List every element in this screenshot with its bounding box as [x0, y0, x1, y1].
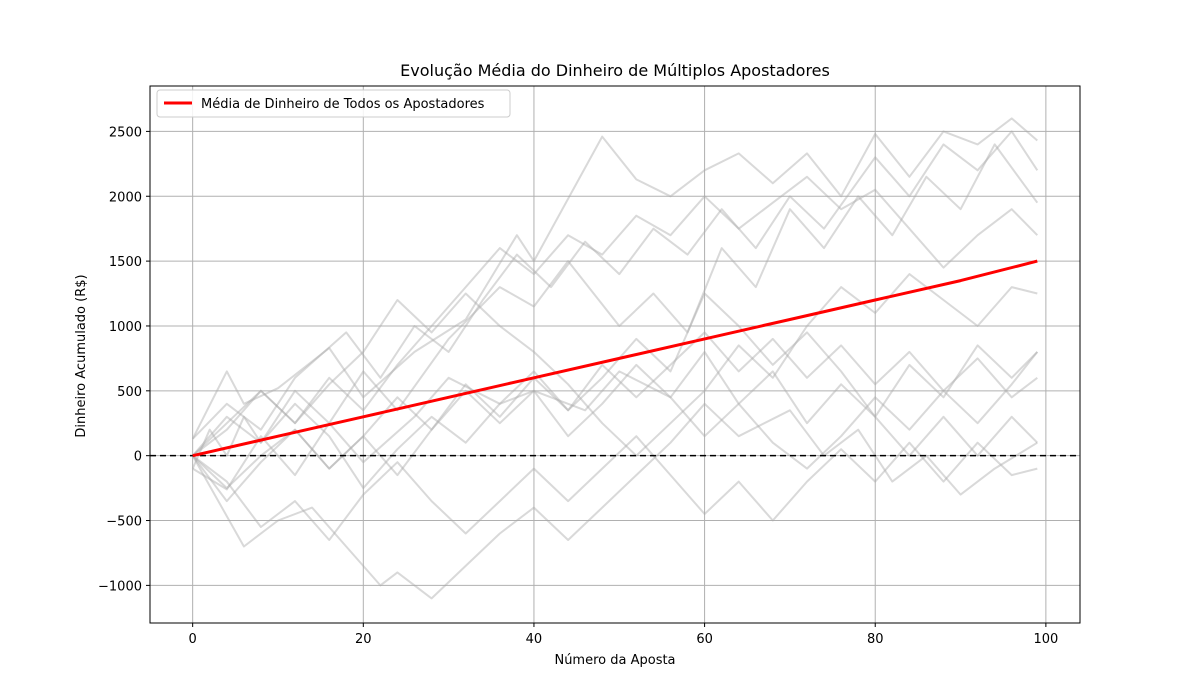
y-tick-label: 0: [134, 450, 142, 465]
x-tick-label: 20: [355, 632, 372, 647]
individual-bettor-line: [191, 117, 1038, 440]
x-tick-label: 100: [1033, 632, 1058, 647]
y-tick-label: −1000: [98, 579, 142, 594]
y-tick-label: 500: [117, 385, 142, 400]
y-tick-label: −500: [106, 515, 142, 530]
y-tick-label: 2500: [109, 125, 142, 140]
x-tick-label: 60: [696, 632, 713, 647]
individual-bettor-line: [192, 331, 1038, 490]
individual-bettor-line: [192, 344, 1039, 491]
legend-box: [156, 89, 511, 118]
individual-bettor-line: [191, 402, 1038, 600]
individual-bettor-line: [191, 130, 1039, 440]
mean-series-line: [192, 259, 1038, 458]
y-tick-label: 1000: [109, 320, 142, 335]
plot-frame: [149, 85, 1081, 624]
legend-mean-label: Média de Dinheiro de Todos os Apostadore…: [201, 97, 485, 112]
individual-bettor-line: [191, 351, 1039, 503]
y-axis-label: Dinheiro Acumulado (R$): [74, 274, 89, 437]
y-tick-label: 2000: [109, 190, 142, 205]
individual-bettor-line: [192, 273, 1038, 457]
individual-bettor-line: [191, 143, 1039, 470]
legend: Média de Dinheiro de Todos os Apostadore…: [156, 89, 511, 118]
axis-ticks: 0 20 40 60 80 100 −1000 −500 0 500 1000 1500 2000 250…: [98, 125, 1058, 647]
individual-series-group: [191, 117, 1039, 600]
x-tick-label: 0: [189, 632, 197, 647]
individual-bettor-line: [192, 175, 1039, 457]
x-tick-label: 40: [526, 632, 543, 647]
y-tick-label: 1500: [109, 255, 142, 270]
mean-series-group: [192, 259, 1038, 458]
x-axis-label: Número da Aposta: [554, 653, 675, 668]
individual-bettor-line: [192, 435, 1038, 541]
chart-title: Evolução Média do Dinheiro de Múltiplos …: [400, 61, 830, 80]
grid-lines: [150, 86, 1080, 623]
x-tick-label: 80: [867, 632, 884, 647]
